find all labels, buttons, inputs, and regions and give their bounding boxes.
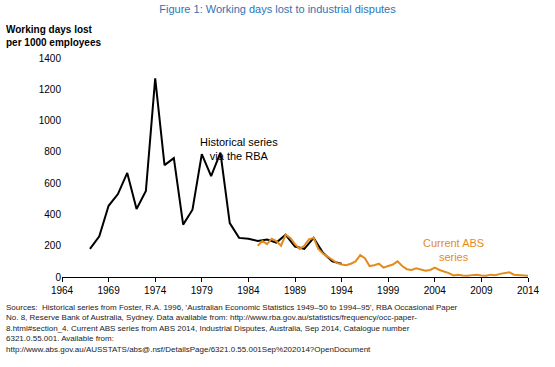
svg-text:1999: 1999 [377,285,400,296]
svg-text:400: 400 [44,209,61,220]
svg-text:Working days lostper 1000 empl: Working days lostper 1000 employees [6,24,101,48]
svg-text:2014: 2014 [517,285,540,296]
svg-text:600: 600 [44,178,61,189]
svg-text:0: 0 [55,272,61,283]
svg-text:Historical seriesvia the RBA: Historical seriesvia the RBA [200,136,278,162]
svg-text:1400: 1400 [39,53,62,64]
svg-text:Figure 1: Working days lost to: Figure 1: Working days lost to industria… [159,3,396,15]
svg-text:800: 800 [44,146,61,157]
svg-text:200: 200 [44,240,61,251]
svg-text:1989: 1989 [284,285,307,296]
svg-text:1000: 1000 [39,115,62,126]
svg-text:1994: 1994 [330,285,353,296]
svg-text:1200: 1200 [39,84,62,95]
svg-text:1984: 1984 [237,285,260,296]
svg-text:Current ABSseries: Current ABSseries [423,237,484,263]
svg-text:2004: 2004 [424,285,447,296]
svg-text:1974: 1974 [144,285,167,296]
svg-text:1964: 1964 [51,285,74,296]
svg-text:1969: 1969 [97,285,120,296]
svg-text:1979: 1979 [191,285,214,296]
svg-text:2009: 2009 [470,285,493,296]
svg-text:Sources: Historical series fr: Sources: Historical series from Foster, … [6,303,458,354]
